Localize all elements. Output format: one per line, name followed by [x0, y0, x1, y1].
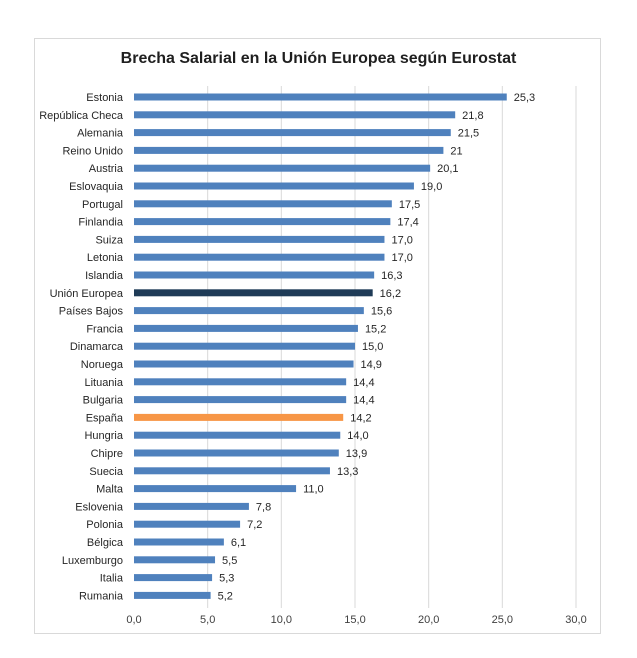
x-tick-label: 5,0: [200, 614, 215, 626]
category-label: Unión Europea: [50, 288, 124, 300]
category-label: Estonia: [86, 92, 124, 104]
data-label: 21,5: [458, 128, 479, 140]
category-label: Lituania: [84, 377, 123, 389]
data-label: 5,2: [218, 590, 233, 602]
data-label: 17,0: [391, 252, 412, 264]
data-label: 14,0: [347, 430, 368, 442]
category-label: Letonia: [87, 252, 124, 264]
chart-frame: [34, 38, 601, 634]
data-label: 21: [450, 145, 462, 157]
bar: [134, 396, 347, 404]
category-label: Finlandia: [78, 217, 124, 229]
bar: [134, 342, 355, 350]
bar: [134, 574, 213, 582]
category-label: Noruega: [81, 359, 124, 371]
chart-title: Brecha Salarial en la Unión Europea segú…: [120, 50, 517, 67]
bar: [134, 360, 354, 368]
x-tick-label: 25,0: [492, 614, 513, 626]
category-label: Bulgaria: [83, 395, 124, 407]
category-label: República Checa: [39, 110, 124, 122]
bar: [134, 378, 347, 386]
bar: [134, 591, 211, 599]
bar: [134, 413, 344, 421]
bar: [134, 307, 364, 315]
data-label: 5,5: [222, 555, 237, 567]
data-label: 16,2: [380, 288, 401, 300]
x-tick-label: 10,0: [271, 614, 292, 626]
bar: [134, 485, 297, 493]
category-label: Francia: [86, 323, 124, 335]
category-label: Portugal: [82, 199, 123, 211]
data-label: 19,0: [421, 181, 442, 193]
bar: [134, 111, 456, 119]
data-label: 15,2: [365, 323, 386, 335]
data-label: 13,3: [337, 466, 358, 478]
bar: [134, 538, 224, 546]
category-label: Malta: [96, 484, 124, 496]
category-label: Italia: [100, 573, 124, 585]
category-label: Dinamarca: [70, 341, 124, 353]
category-label: Eslovenia: [75, 501, 124, 513]
data-label: 15,0: [362, 341, 383, 353]
bar: [134, 271, 375, 279]
data-label: 16,3: [381, 270, 402, 282]
bar: [134, 324, 358, 332]
category-label: Reino Unido: [62, 145, 123, 157]
category-label: Países Bajos: [59, 306, 124, 318]
category-label: Austria: [89, 163, 124, 175]
data-label: 6,1: [231, 537, 246, 549]
bar: [134, 449, 339, 457]
data-label: 25,3: [514, 92, 535, 104]
category-label: Chipre: [91, 448, 123, 460]
category-label: Eslovaquia: [69, 181, 124, 193]
data-label: 14,4: [353, 377, 374, 389]
data-label: 15,6: [371, 306, 392, 318]
bar: [134, 129, 451, 137]
data-label: 5,3: [219, 573, 234, 585]
data-label: 7,8: [256, 501, 271, 513]
bar: [134, 289, 373, 297]
category-label: Polonia: [86, 519, 124, 531]
category-label: Suiza: [95, 234, 123, 246]
data-label: 21,8: [462, 110, 483, 122]
bar: [134, 146, 444, 154]
x-tick-label: 20,0: [418, 614, 439, 626]
category-label: Alemania: [77, 128, 124, 140]
data-label: 20,1: [437, 163, 458, 175]
data-label: 17,5: [399, 199, 420, 211]
bar: [134, 431, 341, 439]
category-label: Rumania: [79, 590, 124, 602]
bar: [134, 235, 385, 243]
data-label: 14,4: [353, 395, 374, 407]
x-tick-label: 30,0: [565, 614, 586, 626]
x-tick-label: 15,0: [344, 614, 365, 626]
bar: [134, 520, 241, 528]
data-label: 17,0: [391, 234, 412, 246]
data-label: 13,9: [346, 448, 367, 460]
category-label: España: [86, 412, 124, 424]
category-label: Luxemburgo: [62, 555, 123, 567]
bar: [134, 467, 330, 475]
bar: [134, 182, 414, 190]
bar: [134, 253, 385, 261]
data-label: 7,2: [247, 519, 262, 531]
data-label: 11,0: [303, 484, 324, 496]
bar: [134, 164, 431, 172]
category-label: Islandia: [85, 270, 124, 282]
data-label: 14,2: [350, 412, 371, 424]
bar: [134, 200, 392, 208]
x-tick-label: 0,0: [126, 614, 141, 626]
category-label: Hungria: [84, 430, 123, 442]
data-label: 14,9: [361, 359, 382, 371]
data-label: 17,4: [397, 217, 418, 229]
bar: [134, 556, 216, 564]
category-label: Suecia: [89, 466, 124, 478]
bar: [134, 93, 507, 101]
category-label: Bélgica: [87, 537, 124, 549]
bar: [134, 218, 391, 226]
bar: [134, 502, 249, 510]
